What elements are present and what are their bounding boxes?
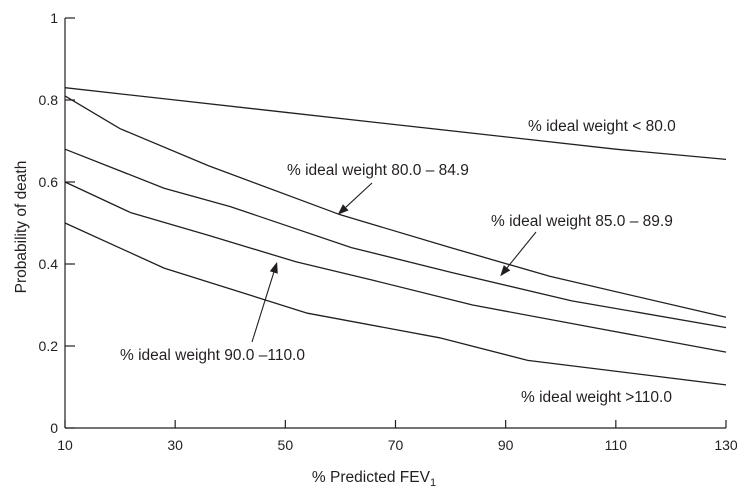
annotation-arrow-line bbox=[251, 272, 275, 343]
series-line-3 bbox=[64, 148, 727, 329]
y-ticks: 0 0.2 0.4 0.6 0.8 1 bbox=[39, 10, 75, 436]
y-tick-label: 1 bbox=[50, 10, 58, 26]
x-ticks: 10 30 50 70 90 110 130 bbox=[57, 420, 738, 453]
series-line-1 bbox=[64, 87, 727, 161]
y-tick-label: 0.4 bbox=[39, 256, 59, 272]
annotation-arrow-line bbox=[345, 182, 373, 208]
y-tick-label: 0.6 bbox=[39, 174, 59, 190]
x-axis-title-main: % Predicted FEV bbox=[312, 469, 431, 486]
annotation-arrow-head bbox=[337, 204, 349, 215]
x-axis-title: % Predicted FEV1 bbox=[312, 469, 436, 489]
annotation-arrow-line bbox=[506, 231, 537, 269]
series-label-5: % ideal weight >110.0 bbox=[521, 389, 672, 406]
y-tick-label: 0 bbox=[50, 420, 58, 436]
x-tick-label: 30 bbox=[167, 437, 183, 453]
y-axis-title: Probability of death bbox=[13, 161, 30, 294]
x-tick-label: 10 bbox=[57, 437, 73, 453]
y-tick-label: 0.8 bbox=[39, 92, 59, 108]
series-line-5 bbox=[64, 222, 727, 386]
annotation-arrow-head bbox=[269, 261, 278, 274]
annotation-arrow-head bbox=[500, 265, 511, 277]
series-label-2: % ideal weight 80.0 – 84.9 bbox=[287, 162, 469, 179]
series-line-2 bbox=[64, 95, 727, 318]
annotation-arrows bbox=[251, 182, 537, 343]
x-tick-label: 50 bbox=[278, 437, 294, 453]
series-line-4 bbox=[64, 181, 727, 353]
series-label-1: % ideal weight < 80.0 bbox=[528, 118, 676, 135]
series-curves bbox=[64, 87, 727, 386]
series-labels: % ideal weight < 80.0 % ideal weight 80.0… bbox=[120, 118, 676, 406]
y-tick-label: 0.2 bbox=[39, 338, 59, 354]
x-axis-title-subscript: 1 bbox=[430, 477, 436, 489]
x-tick-label: 90 bbox=[498, 437, 514, 453]
series-label-3: % ideal weight 85.0 – 89.9 bbox=[491, 213, 673, 230]
x-tick-label: 70 bbox=[388, 437, 404, 453]
x-tick-label: 110 bbox=[605, 437, 628, 453]
x-tick-label: 130 bbox=[714, 437, 738, 453]
series-label-4: % ideal weight 90.0 –110.0 bbox=[120, 347, 305, 364]
